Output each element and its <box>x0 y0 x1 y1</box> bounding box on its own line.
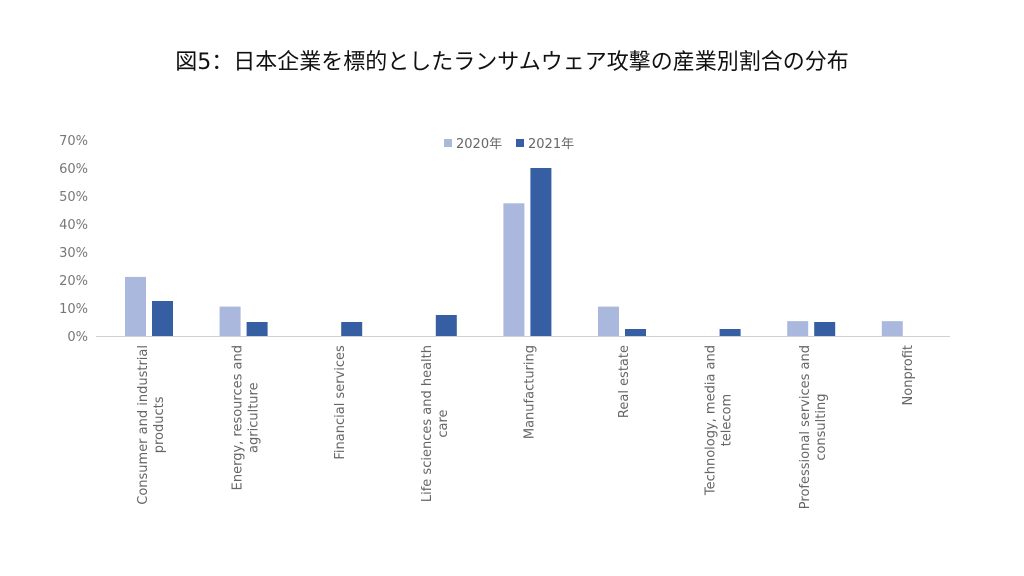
y-tick-label: 70% <box>59 134 88 149</box>
chart-title: 図5：日本企業を標的としたランサムウェア攻撃の産業別割合の分布 <box>175 50 849 75</box>
legend-swatch-2021年 <box>516 139 524 147</box>
y-tick-label: 60% <box>59 162 88 177</box>
bar-2020年 <box>881 321 903 336</box>
bar-2021年 <box>152 301 173 336</box>
y-tick-label: 20% <box>59 274 88 289</box>
x-tick-label: Consumer and industrialproducts <box>136 345 167 505</box>
legend-label: 2021年 <box>528 137 574 152</box>
legend-label: 2020年 <box>456 137 502 152</box>
x-tick-label: Life sciences and healthcare <box>420 345 451 502</box>
y-tick-label: 30% <box>59 246 88 261</box>
bar-2020年 <box>503 203 525 336</box>
bar-2020年 <box>125 276 146 336</box>
x-tick-label: Professional services andconsulting <box>798 345 829 509</box>
bar-2021年 <box>530 168 552 336</box>
bar-2020年 <box>219 306 241 336</box>
y-tick-label: 50% <box>59 190 88 205</box>
x-tick-label: Financial services <box>333 345 348 460</box>
bar-2021年 <box>341 322 363 336</box>
y-tick-label: 40% <box>59 218 88 233</box>
y-tick-label: 0% <box>67 330 88 345</box>
bar-2020年 <box>787 321 809 336</box>
bar-2020年 <box>598 306 619 336</box>
bar-2021年 <box>814 322 836 336</box>
bar-2021年 <box>246 322 268 336</box>
y-tick-label: 10% <box>59 302 88 317</box>
x-tick-label: Technology, media andtelecom <box>704 345 735 496</box>
legend-swatch-2020年 <box>444 139 452 147</box>
bar-2021年 <box>435 315 457 336</box>
x-tick-label: Nonprofit <box>901 345 916 405</box>
x-tick-label: Manufacturing <box>522 345 537 439</box>
x-tick-label: Energy, resources andagriculture <box>231 345 262 490</box>
bar-2021年 <box>625 329 646 336</box>
bar-2021年 <box>719 329 741 336</box>
x-tick-label: Real estate <box>617 345 632 418</box>
